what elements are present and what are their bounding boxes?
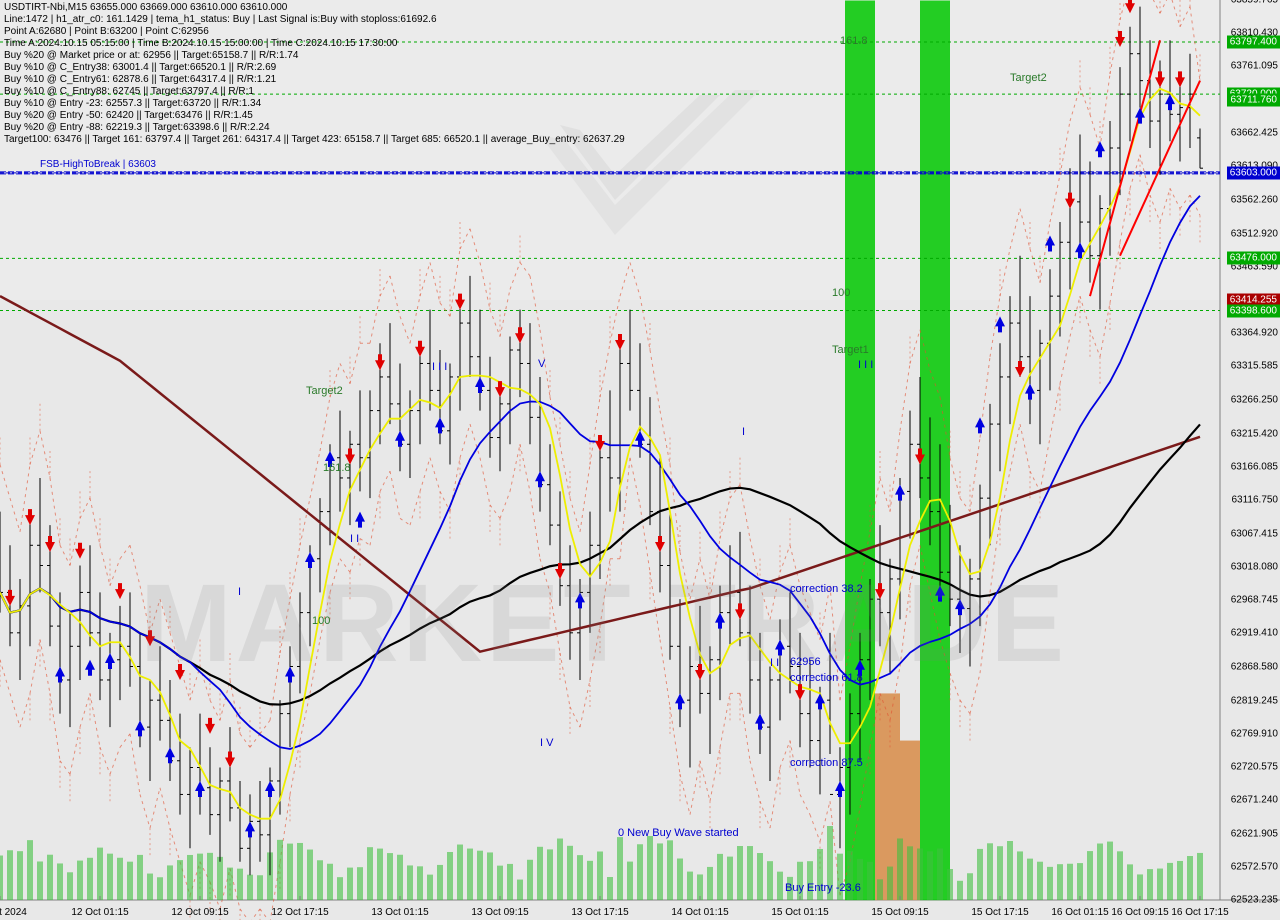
info-line: FSB-HighToBreak | 63603 — [40, 159, 156, 171]
y-tick-label: 63662.425 — [1231, 127, 1278, 138]
y-price-box: 63603.000 — [1227, 166, 1280, 179]
info-line: Time A:2024.10.15 05:15:00 | Time B:2024… — [4, 38, 397, 50]
y-tick-label: 62868.580 — [1231, 662, 1278, 673]
x-tick-label: 13 Oct 09:15 — [471, 907, 528, 918]
y-tick-label: 62769.910 — [1231, 728, 1278, 739]
info-line: Line:1472 | h1_atr_c0: 161.1429 | tema_h… — [4, 14, 437, 26]
y-tick-label: 63067.415 — [1231, 528, 1278, 539]
y-tick-label: 62523.235 — [1231, 895, 1278, 906]
x-tick-label: 16 Oct 17:15 — [1171, 907, 1228, 918]
info-line: Buy %20 @ Entry -50: 62420 || Target:634… — [4, 110, 253, 122]
y-tick-label: 62919.410 — [1231, 628, 1278, 639]
y-tick-label: 63562.260 — [1231, 195, 1278, 206]
y-tick-label: 63215.420 — [1231, 428, 1278, 439]
y-tick-label: 63116.750 — [1231, 495, 1278, 506]
x-tick-label: 16 Oct 09:15 — [1111, 907, 1168, 918]
y-tick-label: 62572.570 — [1231, 861, 1278, 872]
info-line: Point A:62680 | Point B:63200 | Point C:… — [4, 26, 209, 38]
info-line: USDTIRT-Nbi,M15 63655.000 63669.000 6361… — [4, 2, 287, 14]
info-line: Buy %10 @ C_Entry88: 62745 || Target:637… — [4, 86, 254, 98]
x-tick-label: 11 Oct 2024 — [0, 907, 27, 918]
y-tick-label: 62671.240 — [1231, 795, 1278, 806]
info-line: Buy %10 @ C_Entry61: 62878.6 || Target:6… — [4, 74, 276, 86]
x-tick-label: 16 Oct 01:15 — [1051, 907, 1108, 918]
y-price-box: 63398.600 — [1227, 304, 1280, 317]
y-tick-label: 62819.245 — [1231, 695, 1278, 706]
y-price-box: 63797.400 — [1227, 35, 1280, 48]
y-tick-label: 62968.745 — [1231, 595, 1278, 606]
y-tick-label: 63266.250 — [1231, 394, 1278, 405]
info-line: Target100: 63476 || Target 161: 63797.4 … — [4, 134, 625, 146]
x-tick-label: 14 Oct 01:15 — [671, 907, 728, 918]
y-tick-label: 63166.085 — [1231, 462, 1278, 473]
x-tick-label: 12 Oct 09:15 — [171, 907, 228, 918]
y-tick-label: 63315.585 — [1231, 361, 1278, 372]
info-line: Buy %20 @ Entry -88: 62219.3 || Target:6… — [4, 122, 270, 134]
y-tick-label: 63364.920 — [1231, 328, 1278, 339]
info-line: Buy %20 @ Market price or at: 62956 || T… — [4, 50, 298, 62]
watermark: MARKET TRADE — [140, 560, 1068, 687]
y-tick-label: 63859.765 — [1231, 0, 1278, 6]
x-tick-label: 13 Oct 01:15 — [371, 907, 428, 918]
y-tick-label: 63018.080 — [1231, 561, 1278, 572]
x-tick-label: 15 Oct 09:15 — [871, 907, 928, 918]
y-tick-label: 63512.920 — [1231, 228, 1278, 239]
info-line: Buy %10 @ C_Entry38: 63001.4 || Target:6… — [4, 62, 276, 74]
y-tick-label: 62720.575 — [1231, 762, 1278, 773]
x-tick-label: 12 Oct 17:15 — [271, 907, 328, 918]
y-price-box: 63476.000 — [1227, 252, 1280, 265]
info-line: Buy %10 @ Entry -23: 62557.3 || Target:6… — [4, 98, 261, 110]
x-tick-label: 15 Oct 17:15 — [971, 907, 1028, 918]
x-tick-label: 12 Oct 01:15 — [71, 907, 128, 918]
y-tick-label: 62621.905 — [1231, 828, 1278, 839]
y-price-box: 63711.760 — [1227, 93, 1280, 106]
chart-container: MARKET TRADE 63859.76563810.43063761.095… — [0, 0, 1280, 920]
y-tick-label: 63761.095 — [1231, 61, 1278, 72]
x-tick-label: 13 Oct 17:15 — [571, 907, 628, 918]
x-tick-label: 15 Oct 01:15 — [771, 907, 828, 918]
